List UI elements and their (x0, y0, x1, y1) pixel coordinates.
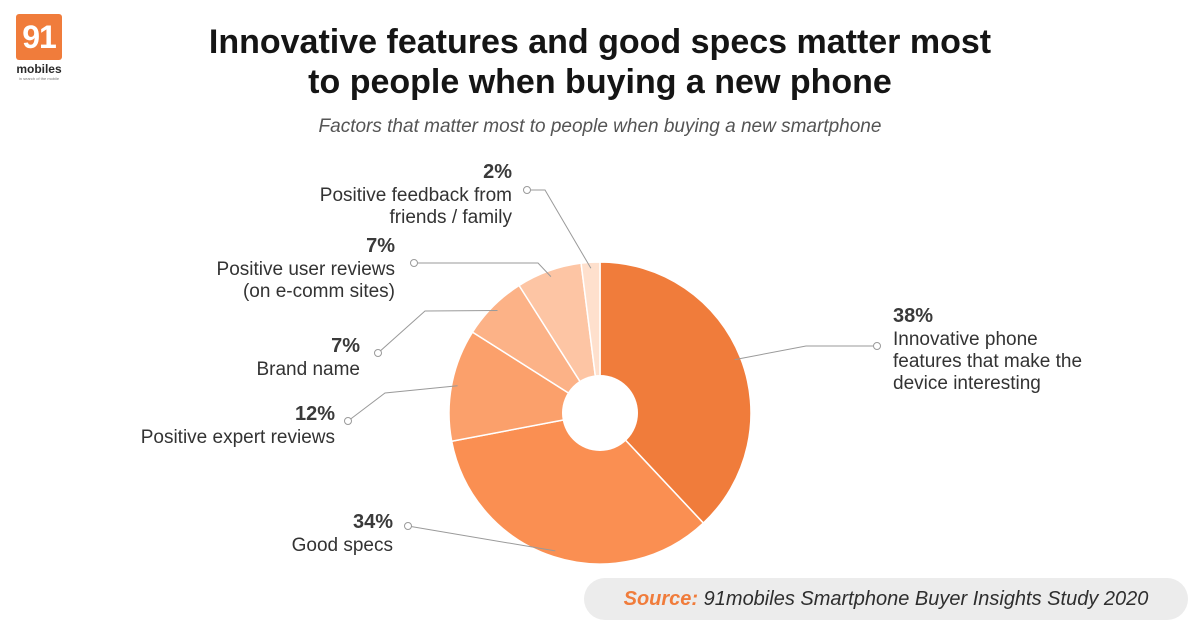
chart-title-line-1: Innovative features and good specs matte… (208, 23, 992, 61)
category-label-1-line-1: Innovative phone (893, 329, 1038, 350)
data-label-4: 7% (331, 335, 360, 357)
data-label-3: 12% (295, 403, 335, 425)
leader-dot-6 (523, 186, 531, 194)
category-label-4-line-1: Brand name (256, 359, 360, 380)
logo-word: mobiles (16, 62, 62, 76)
leader-line-6 (527, 189, 592, 269)
slice-1 (599, 261, 752, 525)
chart-subtitle: Factors that matter most to people when … (318, 116, 882, 137)
chart-title-line-2: to people when buying a new phone (308, 63, 892, 101)
category-label-2-line-1: Good specs (292, 535, 393, 556)
leader-dot-4 (374, 349, 382, 357)
leader-line-5 (414, 262, 552, 277)
donut-hole (562, 375, 638, 451)
category-label-6-line-1: Positive feedback from (320, 185, 512, 206)
slice-2 (450, 412, 705, 565)
source-text: 91mobiles Smartphone Buyer Insights Stud… (703, 588, 1149, 610)
leader-dot-3 (344, 417, 352, 425)
category-label-3-line-1: Positive expert reviews (141, 427, 335, 448)
leader-dot-2 (404, 522, 412, 530)
data-label-6: 2% (483, 161, 512, 183)
category-label-1-line-3: device interesting (893, 373, 1041, 394)
category-label-1-line-2: features that make the (893, 351, 1082, 372)
leader-dot-1 (873, 342, 881, 350)
logo-number: 91 (16, 14, 62, 60)
category-label-5-line-1: Positive user reviews (217, 259, 395, 280)
leader-line-1 (734, 345, 877, 361)
data-label-5: 7% (366, 235, 395, 257)
logo-tagline: in search of the mobile (18, 76, 60, 81)
brand-logo: 91 mobiles in search of the mobile (10, 14, 68, 84)
leader-line-3 (347, 385, 458, 422)
category-label-6-line-2: friends / family (390, 207, 513, 228)
leader-line-2 (407, 525, 556, 552)
leader-line-4 (377, 310, 498, 354)
data-label-1: 38% (893, 305, 933, 327)
chart-title: Innovative features and good specs matte… (150, 22, 1050, 102)
source-note: Source: 91mobiles Smartphone Buyer Insig… (584, 578, 1188, 620)
leader-dot-5 (410, 259, 418, 267)
data-label-2: 34% (353, 511, 393, 533)
category-label-5-line-2: (on e-comm sites) (243, 281, 395, 302)
slice-6 (580, 261, 601, 414)
source-prefix: Source: (623, 588, 699, 610)
